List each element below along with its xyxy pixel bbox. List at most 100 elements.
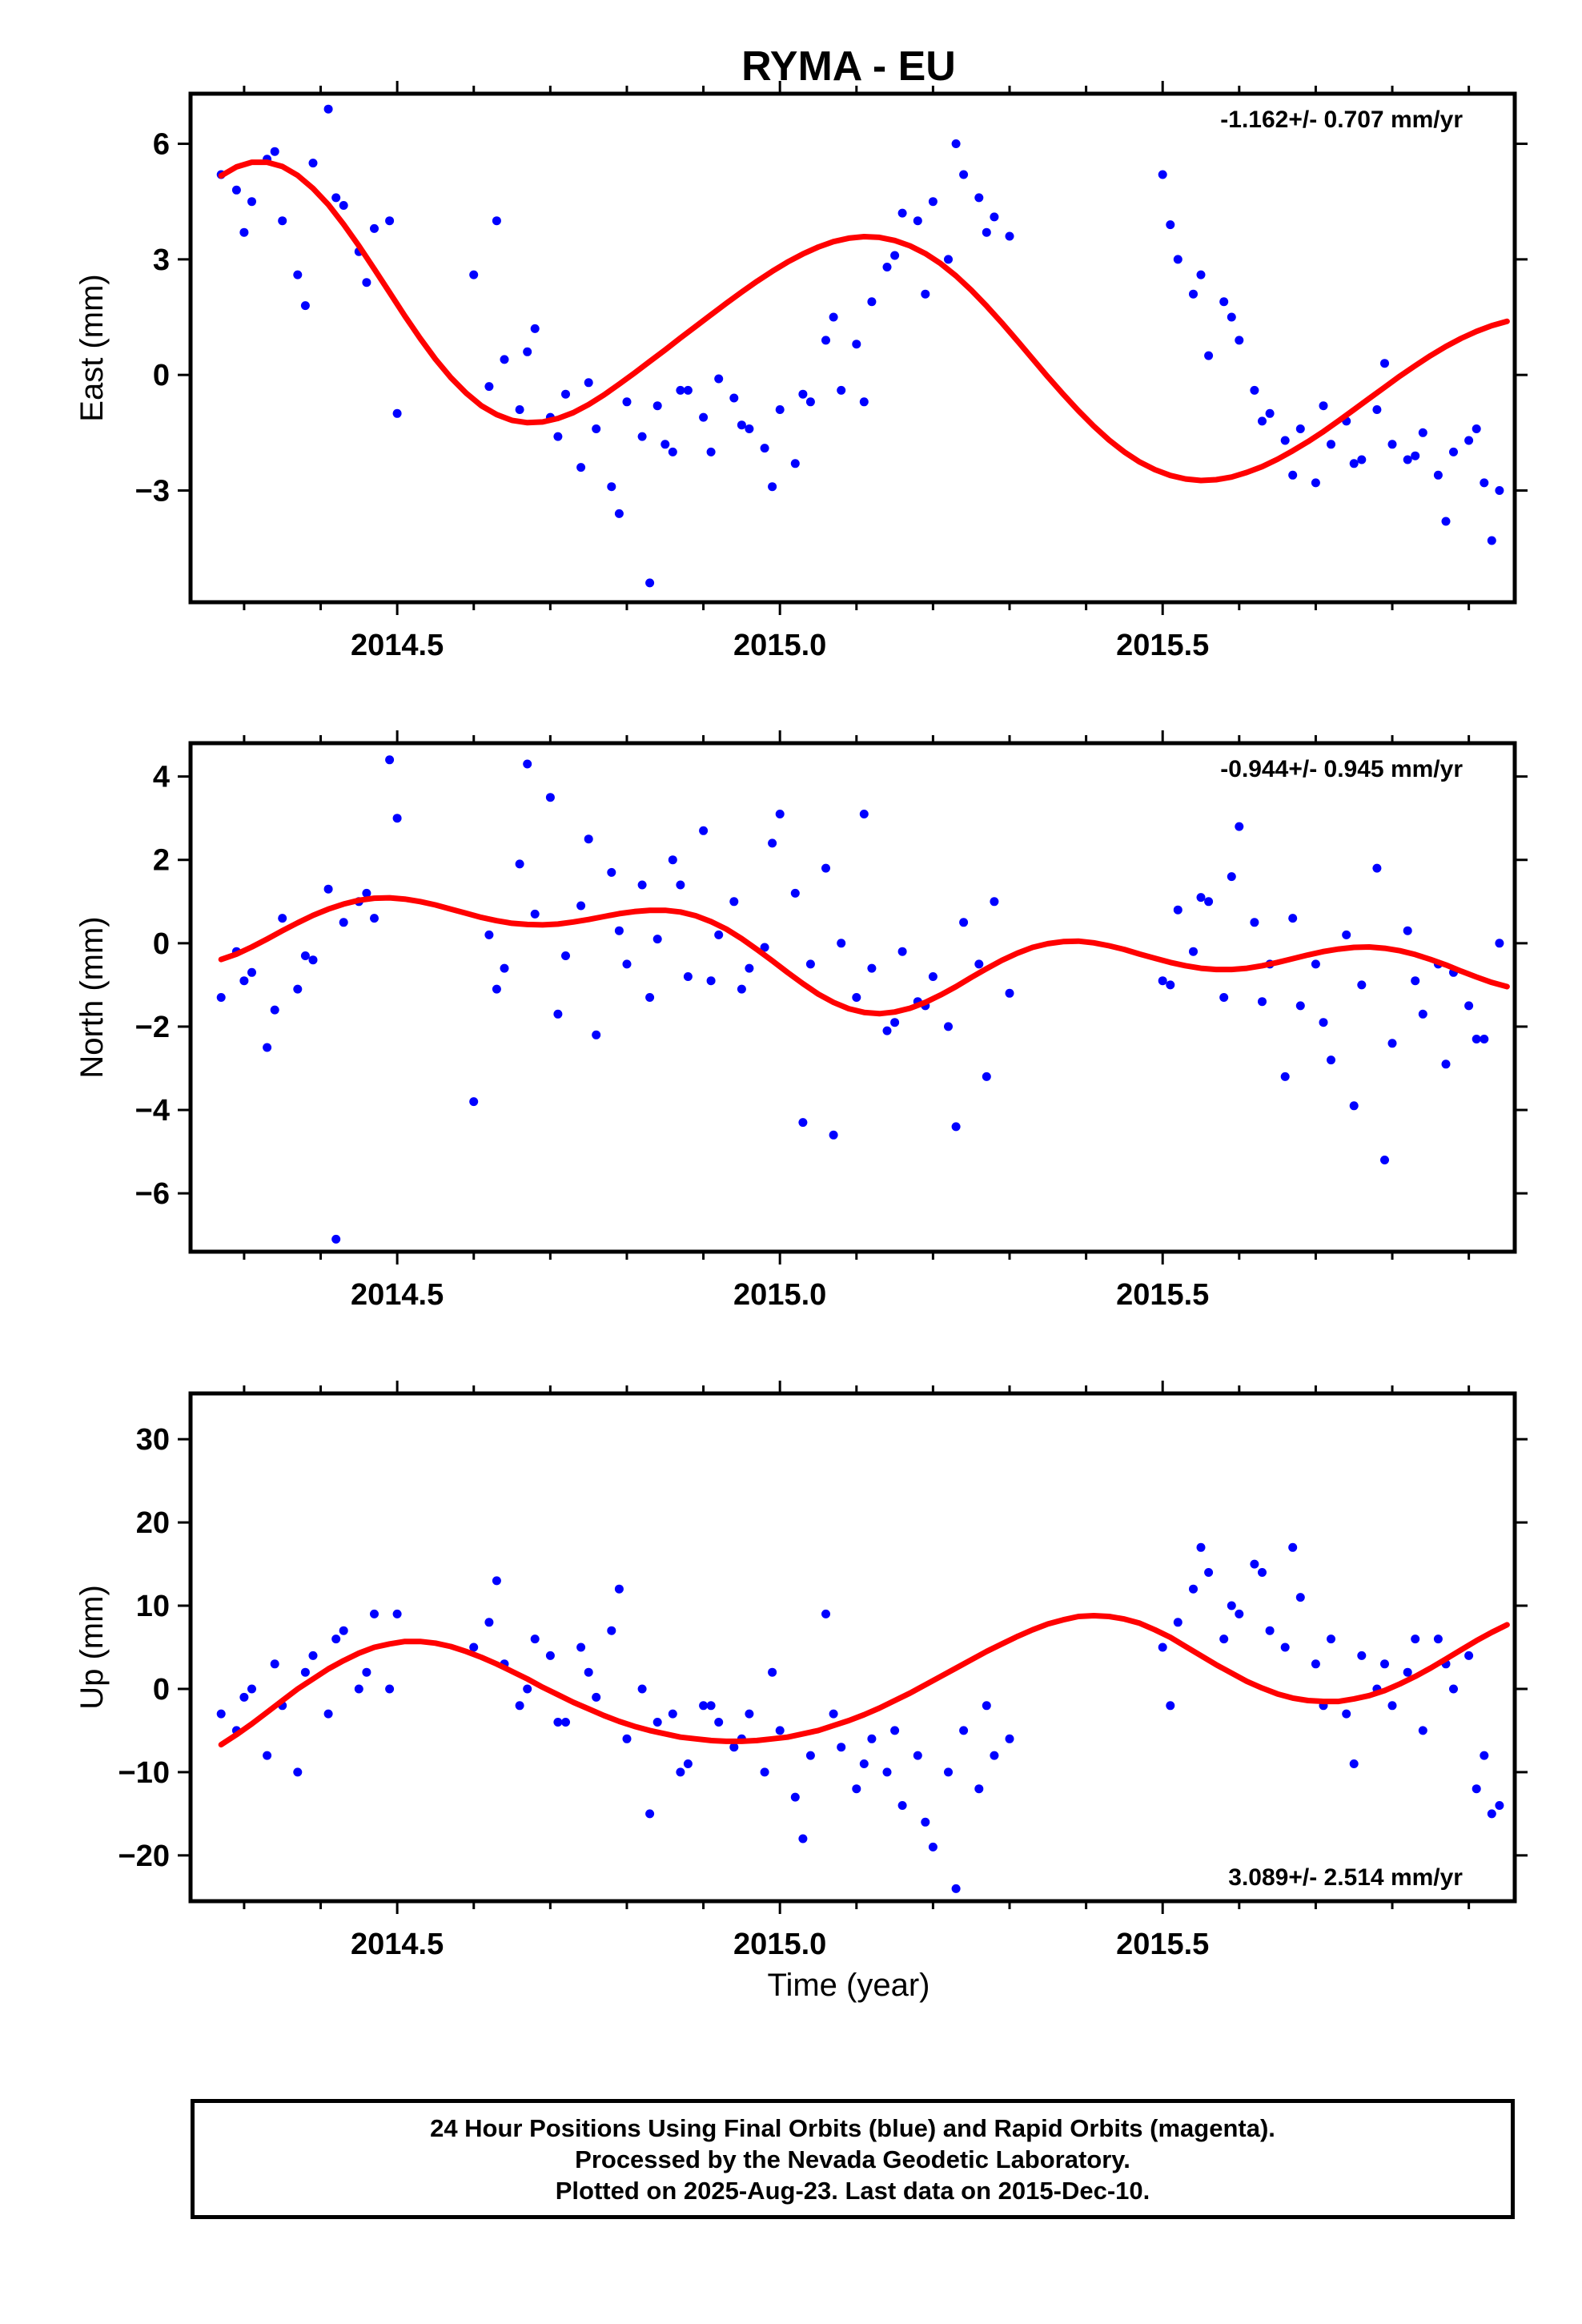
- east-point: [805, 397, 815, 407]
- east-point: [798, 389, 808, 399]
- up-point: [1196, 1542, 1206, 1552]
- north-point: [1380, 1156, 1389, 1164]
- north-point: [1403, 926, 1412, 935]
- up-x-tick-label: 2015.5: [1116, 1928, 1209, 1961]
- up-point: [745, 1709, 754, 1719]
- east-point: [1288, 470, 1298, 480]
- north-point: [897, 947, 907, 956]
- east-point: [331, 193, 341, 203]
- up-point: [1173, 1618, 1182, 1627]
- up-point: [308, 1651, 318, 1660]
- north-point: [1372, 863, 1382, 873]
- up-point: [1288, 1542, 1298, 1552]
- up-point: [354, 1684, 363, 1694]
- north-point: [523, 759, 532, 769]
- east-point: [607, 482, 616, 492]
- east-frame: [188, 91, 1517, 605]
- east-point: [1449, 447, 1458, 456]
- up-observations: [216, 1542, 1504, 1893]
- east-point: [1295, 424, 1305, 433]
- north-point: [1441, 1059, 1451, 1069]
- north-y-tick-label: −4: [135, 1094, 170, 1128]
- north-point: [263, 1043, 272, 1052]
- east-point: [1327, 440, 1335, 449]
- east-ticks: [178, 81, 1528, 615]
- north-point: [1464, 1001, 1474, 1011]
- up-point: [614, 1584, 624, 1594]
- caption-line-2: Processed by the Nevada Geodetic Laborat…: [575, 2145, 1130, 2173]
- north-point: [492, 984, 501, 994]
- up-y-tick-label: 30: [136, 1423, 170, 1457]
- up-point: [714, 1718, 724, 1727]
- up-point: [1487, 1809, 1496, 1819]
- east-point: [385, 216, 395, 226]
- up-point: [584, 1667, 593, 1677]
- up-point: [990, 1751, 999, 1760]
- up-point: [553, 1718, 563, 1727]
- up-point: [897, 1801, 907, 1810]
- up-point: [852, 1784, 861, 1794]
- up-point: [1464, 1651, 1474, 1660]
- up-point: [729, 1743, 739, 1752]
- up-point: [798, 1834, 808, 1844]
- up-point: [1158, 1642, 1167, 1652]
- up-point: [607, 1626, 616, 1635]
- up-point: [622, 1734, 632, 1743]
- north-y-tick-label: −6: [135, 1177, 170, 1211]
- north-point: [1342, 930, 1351, 939]
- north-point: [1319, 1018, 1328, 1027]
- north-point: [974, 959, 984, 969]
- north-point: [323, 884, 333, 894]
- up-point: [1380, 1659, 1389, 1669]
- east-point: [1319, 401, 1328, 411]
- up-point: [951, 1884, 961, 1893]
- north-x-tick-label: 2015.5: [1116, 1278, 1209, 1312]
- up-frame: [188, 1391, 1517, 1904]
- north-point: [951, 1122, 961, 1132]
- up-point: [293, 1767, 303, 1777]
- up-point: [1472, 1784, 1481, 1794]
- north-point: [1158, 976, 1167, 986]
- up-point: [645, 1809, 655, 1819]
- north-point: [652, 935, 662, 944]
- north-point: [867, 963, 877, 973]
- east-point: [370, 223, 379, 233]
- up-model-curve: [218, 1613, 1510, 1748]
- up-rate-annotation: 3.089+/- 2.514 mm/yr: [1228, 1864, 1463, 1891]
- east-point: [867, 297, 877, 307]
- east-point: [1158, 170, 1167, 179]
- north-point: [775, 810, 785, 818]
- north-point: [1357, 980, 1367, 990]
- east-point: [821, 336, 830, 345]
- figure-title: RYMA - EU: [741, 43, 956, 90]
- up-point: [790, 1792, 800, 1802]
- north-point: [500, 963, 509, 973]
- up-point: [1235, 1609, 1244, 1618]
- north-rate-annotation: -0.944+/- 0.945 mm/yr: [1220, 756, 1463, 782]
- north-point: [1349, 1101, 1359, 1111]
- east-point: [699, 412, 709, 422]
- up-y-tick-label: −10: [118, 1756, 170, 1790]
- north-point: [1480, 1035, 1489, 1043]
- up-x-tick-label: 2014.5: [351, 1928, 444, 1961]
- up-ticks: [178, 1381, 1528, 1914]
- north-point: [805, 959, 815, 969]
- north-point: [1495, 939, 1504, 948]
- north-point: [545, 793, 555, 802]
- east-y-tick-label: 0: [153, 359, 170, 392]
- east-point: [1173, 255, 1182, 264]
- north-point: [484, 930, 494, 939]
- north-ticks: [178, 730, 1528, 1265]
- north-point: [339, 918, 348, 927]
- east-point: [676, 385, 685, 395]
- east-x-tick-label: 2015.0: [733, 629, 826, 662]
- east-point: [1219, 297, 1229, 307]
- up-point: [239, 1692, 249, 1702]
- north-point: [959, 918, 969, 927]
- up-point: [247, 1684, 256, 1694]
- north-point: [300, 951, 310, 960]
- up-point: [637, 1684, 647, 1694]
- up-point: [1411, 1634, 1420, 1644]
- east-point: [1265, 408, 1275, 418]
